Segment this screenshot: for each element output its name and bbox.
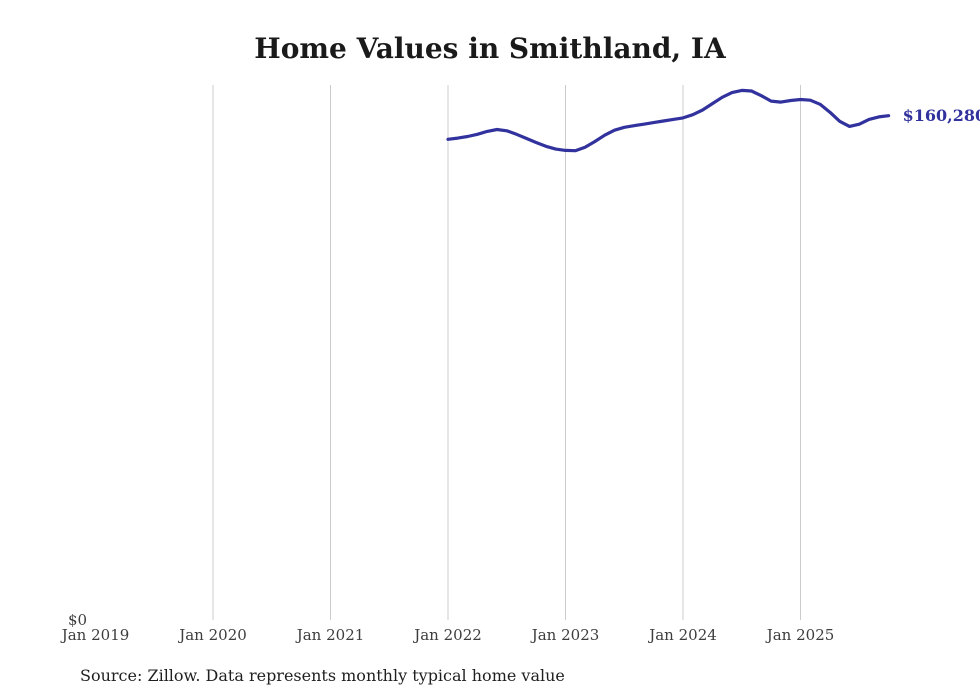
x-tick-jan-2024: Jan 2024 [649,626,717,644]
x-tick-jan-2019: Jan 2019 [61,626,130,644]
y-axis-zero-label: $0 [68,611,88,629]
x-tick-jan-2023: Jan 2023 [531,626,600,644]
latest-value-label: $160,280 [902,105,980,125]
chart-title: Home Values in Smithland, IA [254,32,726,65]
source-note: Source: Zillow. Data represents monthly … [80,666,565,685]
x-tick-jan-2020: Jan 2020 [179,626,247,644]
x-tick-jan-2022: Jan 2022 [414,626,482,644]
gridlines [212,85,801,620]
value-line [446,88,891,153]
x-tick-jan-2021: Jan 2021 [296,626,365,644]
x-tick-jan-2025: Jan 2025 [766,626,835,644]
